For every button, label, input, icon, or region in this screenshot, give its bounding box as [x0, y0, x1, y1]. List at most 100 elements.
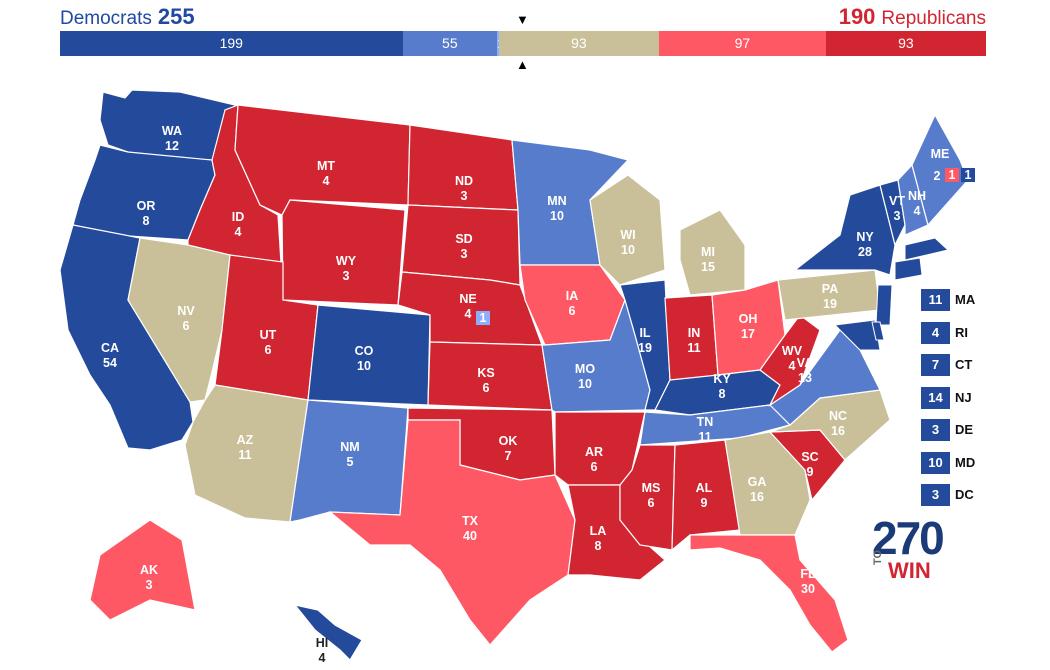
small-state-ev-dc[interactable]: 3 [921, 484, 950, 506]
state-fl[interactable] [689, 534, 849, 653]
state-md[interactable] [833, 319, 881, 351]
me-district-2-value: 1 [949, 168, 956, 182]
state-ma[interactable] [904, 237, 950, 261]
small-state-ev-nj[interactable]: 14 [921, 386, 950, 409]
state-label-al: AL [696, 481, 713, 495]
state-ev-nh: 4 [914, 204, 921, 218]
state-va[interactable] [769, 329, 881, 426]
state-in[interactable] [664, 294, 719, 386]
state-label-sd: SD [455, 232, 472, 246]
state-tx[interactable] [328, 419, 576, 646]
state-ev-sc: 9 [807, 465, 814, 479]
small-state-ev-md[interactable]: 10 [921, 451, 950, 474]
state-hi[interactable] [293, 604, 363, 661]
small-state-name-de: DE [955, 422, 974, 437]
state-ev-va: 13 [798, 371, 812, 385]
republicans-ev-count: 190 [838, 4, 876, 29]
state-label-fl: FL [800, 567, 816, 581]
state-ev-co: 10 [357, 359, 371, 373]
state-nh[interactable] [897, 163, 929, 236]
state-al[interactable] [671, 439, 741, 552]
state-ev-ar: 6 [591, 460, 598, 474]
state-label-pa: PA [822, 282, 838, 296]
state-label-ak: AK [140, 563, 158, 577]
state-nv[interactable] [127, 237, 231, 403]
state-label-in: IN [688, 326, 701, 340]
state-ev-or: 8 [143, 214, 150, 228]
state-ev-vt: 3 [894, 209, 901, 223]
logo-win-text: WIN [888, 558, 931, 583]
logo-to-text: TO [872, 549, 884, 565]
ne-district-box[interactable] [476, 311, 490, 325]
state-label-ut: UT [260, 328, 277, 342]
270towin-logo: 270 TO WIN [872, 515, 952, 585]
small-state-ev-ct[interactable]: 7 [921, 354, 950, 376]
state-label-ne: NE [459, 292, 476, 306]
state-ev-nm: 5 [347, 455, 354, 469]
bar-segment-3: 93 [498, 31, 659, 56]
bar-segment-1: 55 [402, 31, 498, 56]
state-label-or: OR [137, 199, 156, 213]
logo-270-text: 270 [872, 512, 945, 564]
state-label-ks: KS [477, 366, 494, 380]
state-label-ga: GA [748, 475, 767, 489]
republicans-total: 190 Republicans [839, 4, 986, 30]
270-marker-bottom-icon: ▲ [516, 57, 529, 72]
state-wy[interactable] [281, 199, 406, 306]
state-nj[interactable] [875, 284, 893, 326]
state-label-mo: MO [575, 362, 595, 376]
small-state-name-md: MD [955, 454, 976, 470]
small-state-name-ma: MA [955, 292, 976, 307]
state-de[interactable] [871, 321, 885, 341]
state-ct[interactable] [894, 257, 923, 281]
bar-segment-0: 199 [60, 31, 403, 56]
state-ak[interactable] [89, 519, 196, 621]
state-ev-il: 19 [638, 341, 652, 355]
democrats-ev-count: 255 [157, 4, 195, 29]
state-ev-mi: 15 [701, 260, 715, 274]
state-ev-mn: 10 [550, 209, 564, 223]
state-label-nm: NM [340, 440, 359, 454]
state-label-nh: NH [908, 189, 926, 203]
state-ev-ca: 54 [103, 356, 117, 370]
state-ev-id: 4 [235, 225, 242, 239]
small-state-ev-ri[interactable]: 4 [921, 321, 950, 344]
state-label-ia: IA [566, 289, 579, 303]
state-ev-in: 11 [687, 341, 700, 355]
state-ev-wy: 3 [343, 269, 350, 283]
state-ev-al: 9 [701, 496, 708, 510]
republicans-label: Republicans [881, 8, 986, 29]
state-ev-tx: 40 [463, 529, 477, 543]
state-ev-az: 11 [238, 448, 251, 462]
state-ny[interactable] [793, 184, 896, 276]
state-ev-nv: 6 [183, 319, 190, 333]
democrats-total: Democrats 255 [60, 4, 195, 30]
state-ev-wv: 4 [789, 359, 796, 373]
state-wi[interactable] [589, 174, 666, 286]
bar-segment-4: 97 [658, 31, 826, 56]
state-ev-wi: 10 [621, 243, 635, 257]
small-state-ev-de[interactable]: 3 [921, 419, 950, 441]
state-ev-oh: 17 [741, 327, 755, 341]
state-wv[interactable] [759, 314, 821, 407]
bar-segment-5: 93 [825, 31, 986, 56]
state-ev-wa: 12 [165, 139, 179, 153]
state-ev-ak: 3 [146, 578, 153, 592]
state-label-tn: TN [697, 415, 714, 429]
bar-segment-2: 1 [497, 31, 499, 56]
small-state-ev-ma[interactable]: 11 [921, 289, 950, 311]
state-label-ms: MS [642, 481, 661, 495]
state-ev-ms: 6 [648, 496, 655, 510]
democrats-label: Democrats [60, 8, 152, 29]
state-label-wa: WA [162, 124, 182, 138]
electoral-vote-bar: 199551939793 [60, 31, 986, 56]
me-district-2-box[interactable] [945, 168, 959, 182]
state-label-mn: MN [547, 194, 566, 208]
state-label-ky: KY [713, 372, 731, 386]
me-district-1-value: 1 [965, 168, 972, 182]
state-ev-ny: 28 [858, 245, 872, 259]
state-ev-ut: 6 [265, 343, 272, 357]
small-state-name-nj: NJ [955, 389, 972, 405]
state-label-la: LA [590, 524, 607, 538]
me-district-1-box[interactable] [961, 168, 975, 182]
